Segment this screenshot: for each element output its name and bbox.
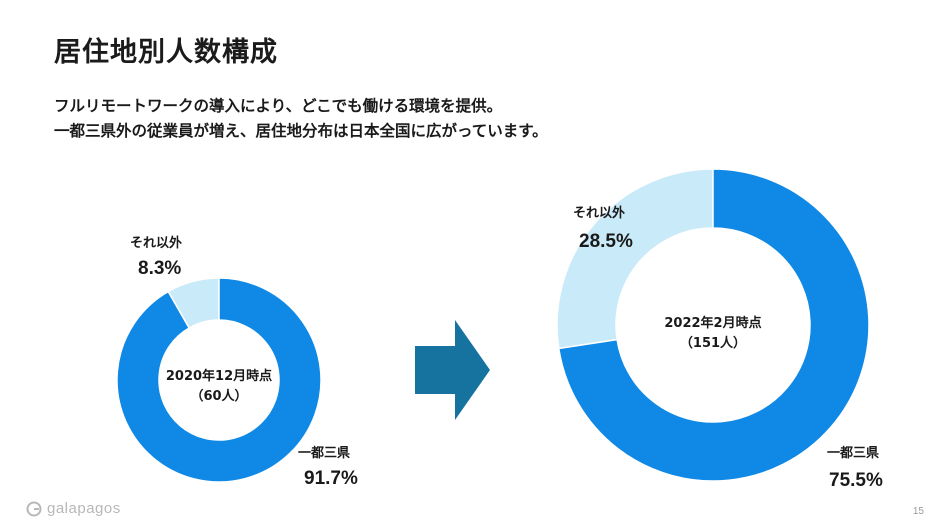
slide-subtitle: フルリモートワークの導入により、どこでも働ける環境を提供。 一都三県外の従業員が… bbox=[54, 94, 548, 144]
slice-metro-2020 bbox=[116, 277, 322, 483]
center-label-2022: 2022年2月時点 bbox=[664, 315, 761, 331]
arrow-right-icon bbox=[415, 320, 490, 420]
center-sublabel-2020: （60人） bbox=[190, 388, 247, 404]
logo-text: galapagos bbox=[47, 500, 121, 517]
slide-title: 居住地別人数構成 bbox=[54, 37, 278, 68]
slice-label-metro-2020: 一都三県 bbox=[298, 445, 350, 461]
slice-value-metro-2020: 91.7% bbox=[304, 468, 358, 489]
center-label-2020: 2020年12月時点 bbox=[166, 368, 272, 384]
slice-value-other-2022: 28.5% bbox=[579, 231, 633, 252]
slice-other-2022 bbox=[556, 168, 714, 350]
slice-metro-2022 bbox=[557, 168, 870, 482]
slice-label-other-2020: それ以外 bbox=[130, 235, 182, 251]
center-sublabel-2022: （151人） bbox=[680, 335, 746, 351]
donut-chart-2022: 2022年2月時点 （151人） それ以外 28.5% 一都三県 75.5% bbox=[556, 168, 883, 491]
subtitle-line-1: フルリモートワークの導入により、どこでも働ける環境を提供。 bbox=[54, 97, 503, 115]
slice-value-other-2020: 8.3% bbox=[138, 258, 181, 279]
galapagos-logo-icon bbox=[26, 501, 42, 516]
donut-chart-2020: 2020年12月時点 （60人） それ以外 8.3% 一都三県 91.7% bbox=[116, 235, 358, 489]
slice-label-metro-2022: 一都三県 bbox=[827, 445, 879, 461]
page-number: 15 bbox=[912, 506, 924, 517]
galapagos-logo: galapagos bbox=[26, 500, 121, 517]
subtitle-line-2: 一都三県外の従業員が増え、居住地分布は日本全国に広がっています。 bbox=[54, 122, 548, 140]
slice-label-other-2022: それ以外 bbox=[573, 205, 625, 221]
slice-value-metro-2022: 75.5% bbox=[829, 470, 883, 491]
